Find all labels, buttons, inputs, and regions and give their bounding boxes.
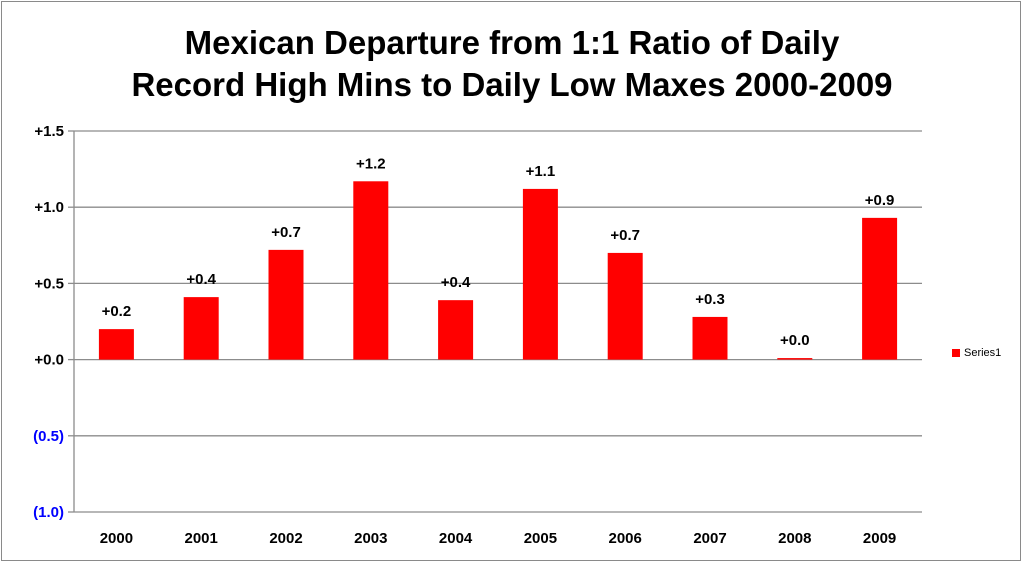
bar: [183, 297, 219, 360]
y-tick-label: +1.0: [34, 199, 64, 216]
chart-title: Mexican Departure from 1:1 Ratio of Dail…: [0, 22, 1024, 106]
data-label: +0.4: [441, 274, 471, 291]
bar: [777, 358, 813, 360]
data-label: +0.4: [186, 271, 216, 288]
x-tick-label: 2007: [693, 530, 726, 547]
x-tick-label: 2001: [185, 530, 218, 547]
x-tick-label: 2004: [439, 530, 473, 547]
bar: [268, 249, 304, 360]
legend-swatch: [952, 349, 960, 357]
data-label: +0.2: [102, 303, 132, 320]
bar: [98, 329, 134, 360]
bar: [607, 252, 643, 360]
x-tick-label: 2000: [100, 530, 133, 547]
y-tick-label: (1.0): [33, 504, 64, 521]
x-tick-label: 2005: [524, 530, 557, 547]
data-label: +0.7: [271, 224, 301, 241]
chart-title-line-2: Record High Mins to Daily Low Maxes 2000…: [131, 66, 893, 103]
y-tick-label: +0.0: [34, 352, 64, 369]
x-tick-label: 2006: [609, 530, 642, 547]
data-label: +1.1: [526, 163, 556, 180]
legend: Series1: [952, 347, 1001, 359]
data-label: +0.9: [865, 192, 895, 209]
data-label: +0.7: [610, 227, 640, 244]
x-tick-label: 2002: [269, 530, 302, 547]
bar: [438, 300, 474, 360]
bar: [692, 316, 728, 360]
x-tick-label: 2003: [354, 530, 387, 547]
data-label: +0.0: [780, 332, 810, 349]
bar: [862, 217, 898, 360]
chart-title-line-1: Mexican Departure from 1:1 Ratio of Dail…: [184, 24, 840, 61]
bar: [522, 188, 558, 360]
x-tick-label: 2009: [863, 530, 896, 547]
bar: [353, 181, 389, 360]
y-tick-label: (0.5): [33, 428, 64, 445]
legend-label: Series1: [964, 347, 1002, 359]
data-label: +1.2: [356, 155, 386, 172]
x-tick-label: 2008: [778, 530, 811, 547]
y-tick-label: +1.5: [34, 123, 64, 140]
data-label: +0.3: [695, 291, 725, 308]
y-tick-label: +0.5: [34, 275, 64, 292]
